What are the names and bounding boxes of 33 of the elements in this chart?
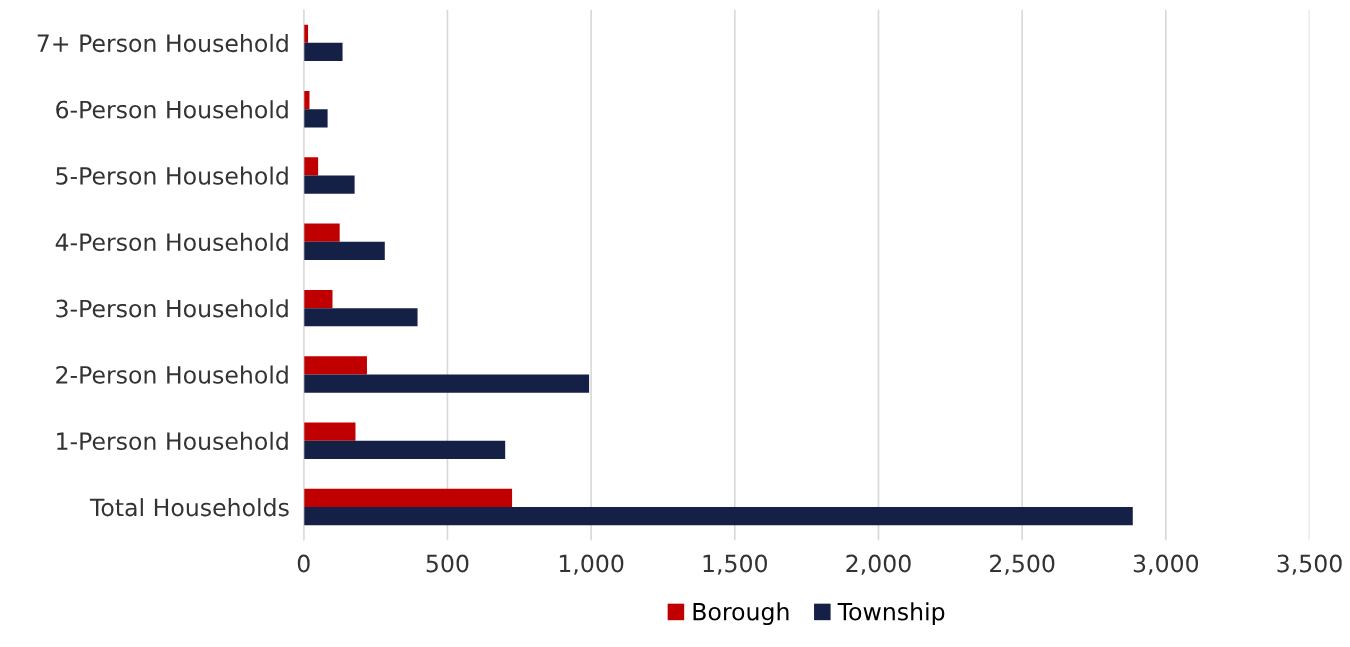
x-tick-label: 3,500: [1277, 554, 1342, 575]
bar: [303, 440, 506, 460]
legend-label: Borough: [693, 602, 789, 626]
bar: [303, 42, 343, 62]
bar: [303, 241, 385, 261]
bar: [303, 507, 1133, 526]
y-tick-label: 6-Person Household: [56, 100, 288, 119]
x-tick-label: 1,000: [559, 554, 624, 575]
x-tick-label: 2,500: [990, 554, 1055, 575]
x-tick-label: 500: [426, 554, 469, 573]
x-tick-label: 3,000: [1133, 554, 1199, 575]
legend-label: Township: [837, 602, 945, 626]
y-tick-label: Total Households: [89, 498, 289, 517]
bar: [303, 422, 356, 441]
bar: [303, 24, 309, 43]
x-tick-label: 2,000: [846, 554, 911, 575]
y-tick-label: 2-Person Household: [56, 365, 288, 384]
x-tick-label: 0: [297, 554, 310, 573]
bar: [303, 289, 333, 309]
bar: [303, 374, 590, 393]
bar: [303, 488, 513, 508]
bar: [303, 175, 355, 194]
bar: [303, 356, 367, 375]
bar: [303, 308, 418, 327]
y-tick-label: 5-Person Household: [56, 166, 288, 185]
y-tick-label: 1-Person Household: [57, 431, 288, 451]
bar: [303, 157, 319, 176]
y-tick-label: 3-Person Household: [56, 299, 288, 318]
y-tick-label: 4-Person Household: [55, 232, 288, 252]
bar: [303, 223, 340, 242]
bar: [303, 109, 328, 128]
y-tick-label: 7+ Person Household: [37, 33, 288, 53]
x-tick-label: 1,500: [703, 554, 768, 575]
